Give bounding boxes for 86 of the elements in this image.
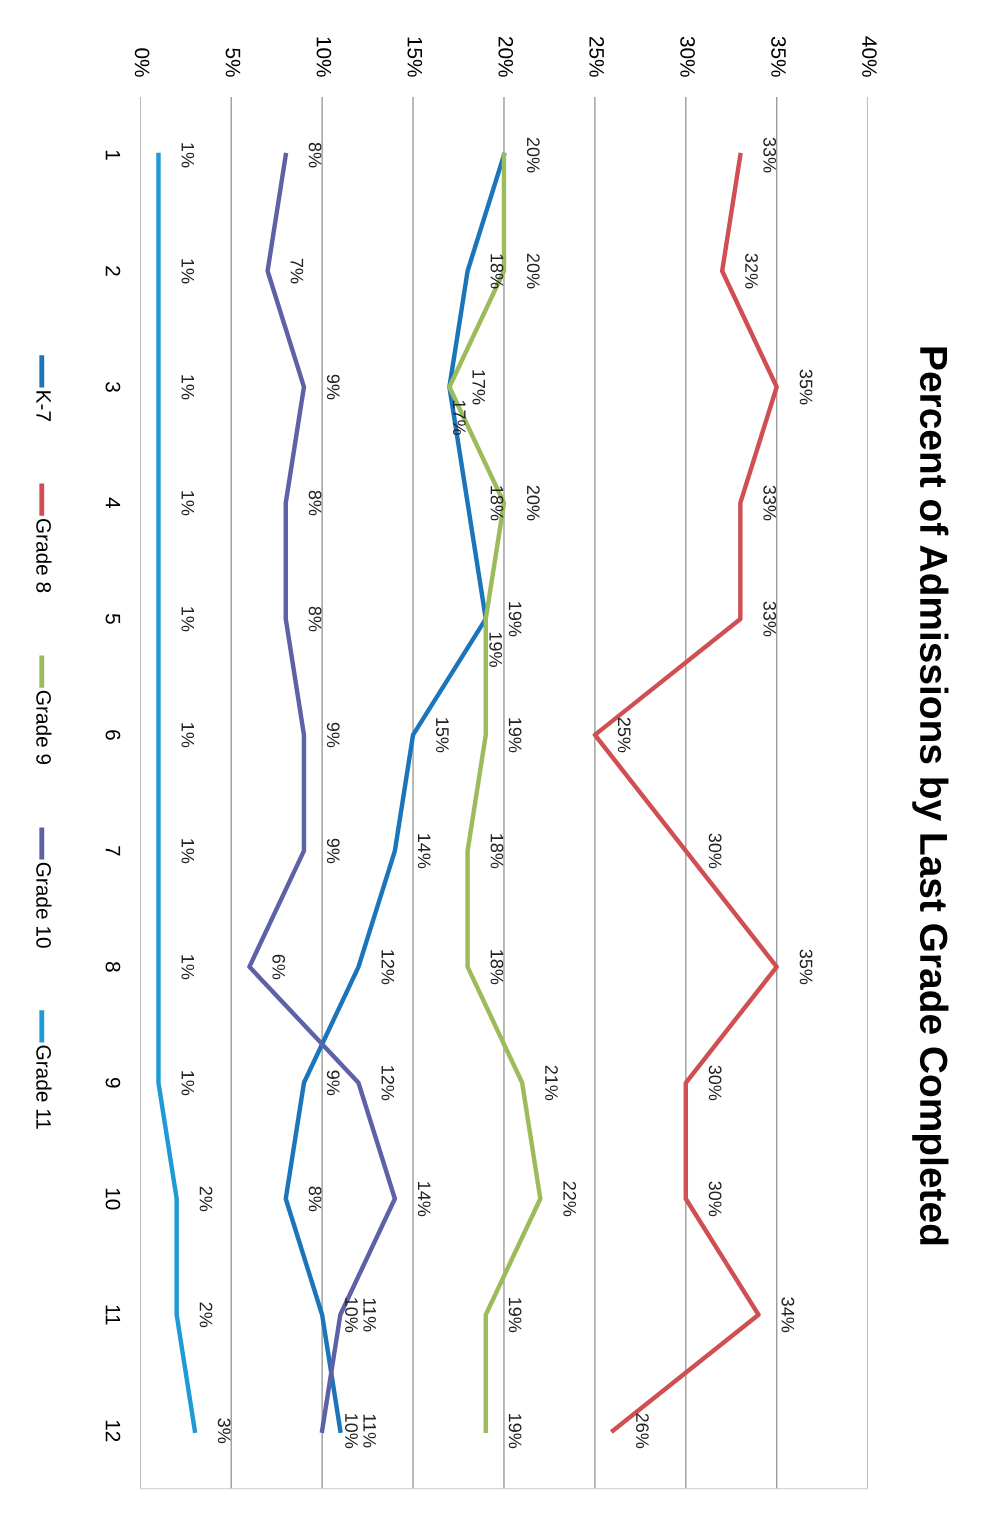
data-label: 32% bbox=[745, 253, 758, 289]
x-tick-label: 25% bbox=[589, 36, 605, 77]
legend-label: K-7 bbox=[36, 391, 51, 421]
y-tick-label: 11 bbox=[105, 1305, 121, 1325]
x-tick-label: 0% bbox=[134, 48, 150, 77]
data-label: 1% bbox=[181, 607, 195, 632]
data-label: 19% bbox=[508, 602, 522, 637]
y-tick-label: 10 bbox=[105, 1188, 121, 1210]
data-label: 19% bbox=[508, 1414, 522, 1449]
data-label: 10% bbox=[345, 1414, 358, 1449]
data-label: 1% bbox=[181, 723, 195, 748]
data-label: 8% bbox=[308, 606, 322, 632]
data-label: 30% bbox=[708, 1181, 722, 1217]
data-label: 17% bbox=[472, 370, 486, 405]
data-label: 8% bbox=[308, 142, 322, 168]
x-tick-label: 10% bbox=[316, 37, 332, 77]
data-label: 25% bbox=[617, 717, 631, 753]
data-label: 20% bbox=[526, 485, 540, 521]
data-label: 7% bbox=[290, 258, 304, 284]
data-label: 9% bbox=[326, 838, 340, 864]
data-label: 15% bbox=[435, 718, 449, 753]
data-label: 30% bbox=[708, 1065, 722, 1101]
data-label: 1% bbox=[181, 375, 195, 400]
data-label: 1% bbox=[181, 491, 195, 516]
data-label: 34% bbox=[781, 1297, 795, 1333]
data-label: 20% bbox=[526, 253, 540, 289]
data-label: 8% bbox=[308, 1186, 322, 1212]
data-label: 19% bbox=[508, 718, 522, 753]
data-label: 9% bbox=[326, 1070, 340, 1096]
data-label: 33% bbox=[763, 485, 777, 521]
data-label: 1% bbox=[181, 955, 195, 980]
data-label: 35% bbox=[799, 949, 813, 985]
data-label: 2% bbox=[199, 1186, 213, 1212]
y-tick-label: 7 bbox=[105, 846, 121, 856]
data-label: 9% bbox=[326, 374, 340, 400]
data-label: 21% bbox=[545, 1065, 558, 1101]
data-label: 10% bbox=[345, 1298, 358, 1333]
data-label: 1% bbox=[181, 143, 195, 168]
y-tick-label: 3 bbox=[105, 381, 121, 392]
data-label: 22% bbox=[563, 1181, 577, 1217]
x-tick-label: 5% bbox=[225, 48, 241, 77]
x-tick-label: 15% bbox=[407, 37, 423, 77]
data-label: 30% bbox=[708, 833, 722, 869]
data-label: 18% bbox=[490, 486, 504, 521]
x-tick-label: 35% bbox=[771, 36, 786, 77]
data-label: 26% bbox=[636, 1413, 649, 1449]
data-label: 1% bbox=[181, 839, 195, 864]
data-label: 11% bbox=[363, 1298, 376, 1332]
data-label: 33% bbox=[763, 601, 777, 637]
data-label: 18% bbox=[490, 950, 504, 985]
y-tick-label: 1 bbox=[105, 150, 121, 160]
legend-label: Grade 11 bbox=[36, 1045, 52, 1129]
data-label: 12% bbox=[381, 950, 395, 985]
data-label: 14% bbox=[417, 834, 431, 869]
data-label: 19% bbox=[489, 632, 503, 667]
text: Percent of Admissions by Last Grade Completed bbox=[912, 347, 949, 1245]
y-tick-label: 8 bbox=[105, 961, 121, 972]
data-label: 6% bbox=[272, 954, 286, 980]
y-tick-label: 6 bbox=[105, 730, 121, 740]
data-label: 1% bbox=[181, 1071, 195, 1096]
legend-label: Grade 9 bbox=[36, 690, 52, 765]
data-label: 17% bbox=[452, 400, 466, 435]
data-label: 33% bbox=[763, 137, 777, 173]
data-label: 9% bbox=[326, 722, 340, 748]
legend-label: Grade 8 bbox=[36, 518, 52, 593]
data-label: 11% bbox=[363, 1414, 376, 1448]
y-tick-label: 12 bbox=[105, 1420, 121, 1442]
data-label: 18% bbox=[490, 254, 504, 289]
y-tick-label: 5 bbox=[105, 613, 121, 624]
y-tick-label: 9 bbox=[105, 1077, 121, 1088]
data-label: 8% bbox=[308, 490, 322, 516]
x-tick-label: 40% bbox=[862, 36, 877, 77]
legend-label: Grade 10 bbox=[36, 862, 52, 948]
data-label: 14% bbox=[417, 1182, 431, 1217]
data-label: 35% bbox=[799, 369, 813, 405]
y-tick-label: 4 bbox=[105, 497, 121, 509]
x-tick-label: 30% bbox=[680, 36, 695, 77]
data-label: 20% bbox=[526, 137, 540, 173]
data-label: 19% bbox=[508, 1298, 522, 1333]
data-label: 12% bbox=[381, 1066, 395, 1101]
data-label: 3% bbox=[217, 1418, 231, 1444]
x-tick-label: 20% bbox=[498, 36, 514, 77]
data-label: 18% bbox=[490, 834, 504, 869]
data-label: 2% bbox=[199, 1302, 213, 1328]
y-tick-label: 2 bbox=[105, 266, 121, 276]
data-label: 1% bbox=[181, 259, 195, 284]
